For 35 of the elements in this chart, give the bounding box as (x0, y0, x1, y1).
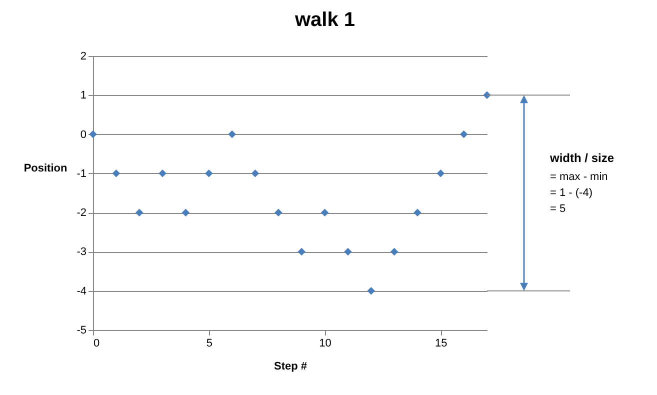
x-axis-title: Step # (274, 360, 308, 372)
y-axis-title: Position (24, 162, 68, 174)
point (135, 208, 144, 216)
y-tick-label: 2 (80, 50, 86, 62)
point (228, 130, 236, 138)
point (298, 248, 306, 256)
point (205, 170, 213, 178)
y-tick-label: -1 (76, 168, 86, 180)
x-tick-label: 10 (319, 338, 332, 350)
text: = 1 - (-4) (550, 187, 592, 199)
point (436, 170, 445, 178)
y-tick-label: -3 (76, 246, 86, 258)
point (367, 286, 375, 295)
point (251, 170, 260, 178)
point (112, 170, 120, 178)
x-tick-label: 15 (435, 338, 448, 350)
text: = max - min (550, 171, 608, 183)
point (390, 248, 398, 256)
point (320, 208, 329, 216)
y-tick-label: 0 (80, 128, 86, 141)
point (414, 208, 422, 216)
point (274, 208, 282, 216)
chart-title: walk 1 (294, 9, 356, 31)
point (158, 170, 166, 178)
y-tick-label: -4 (76, 285, 86, 298)
y-tick-label: 1 (80, 90, 86, 102)
x-tick-label: 0 (94, 338, 100, 350)
y-tick-label: -5 (76, 324, 86, 336)
point (460, 130, 468, 138)
text: = 5 (550, 203, 566, 215)
text: width / size (549, 151, 614, 165)
point (344, 248, 352, 256)
y-tick-label: -2 (76, 207, 86, 220)
x-tick-label: 5 (206, 338, 212, 350)
point (182, 208, 190, 216)
